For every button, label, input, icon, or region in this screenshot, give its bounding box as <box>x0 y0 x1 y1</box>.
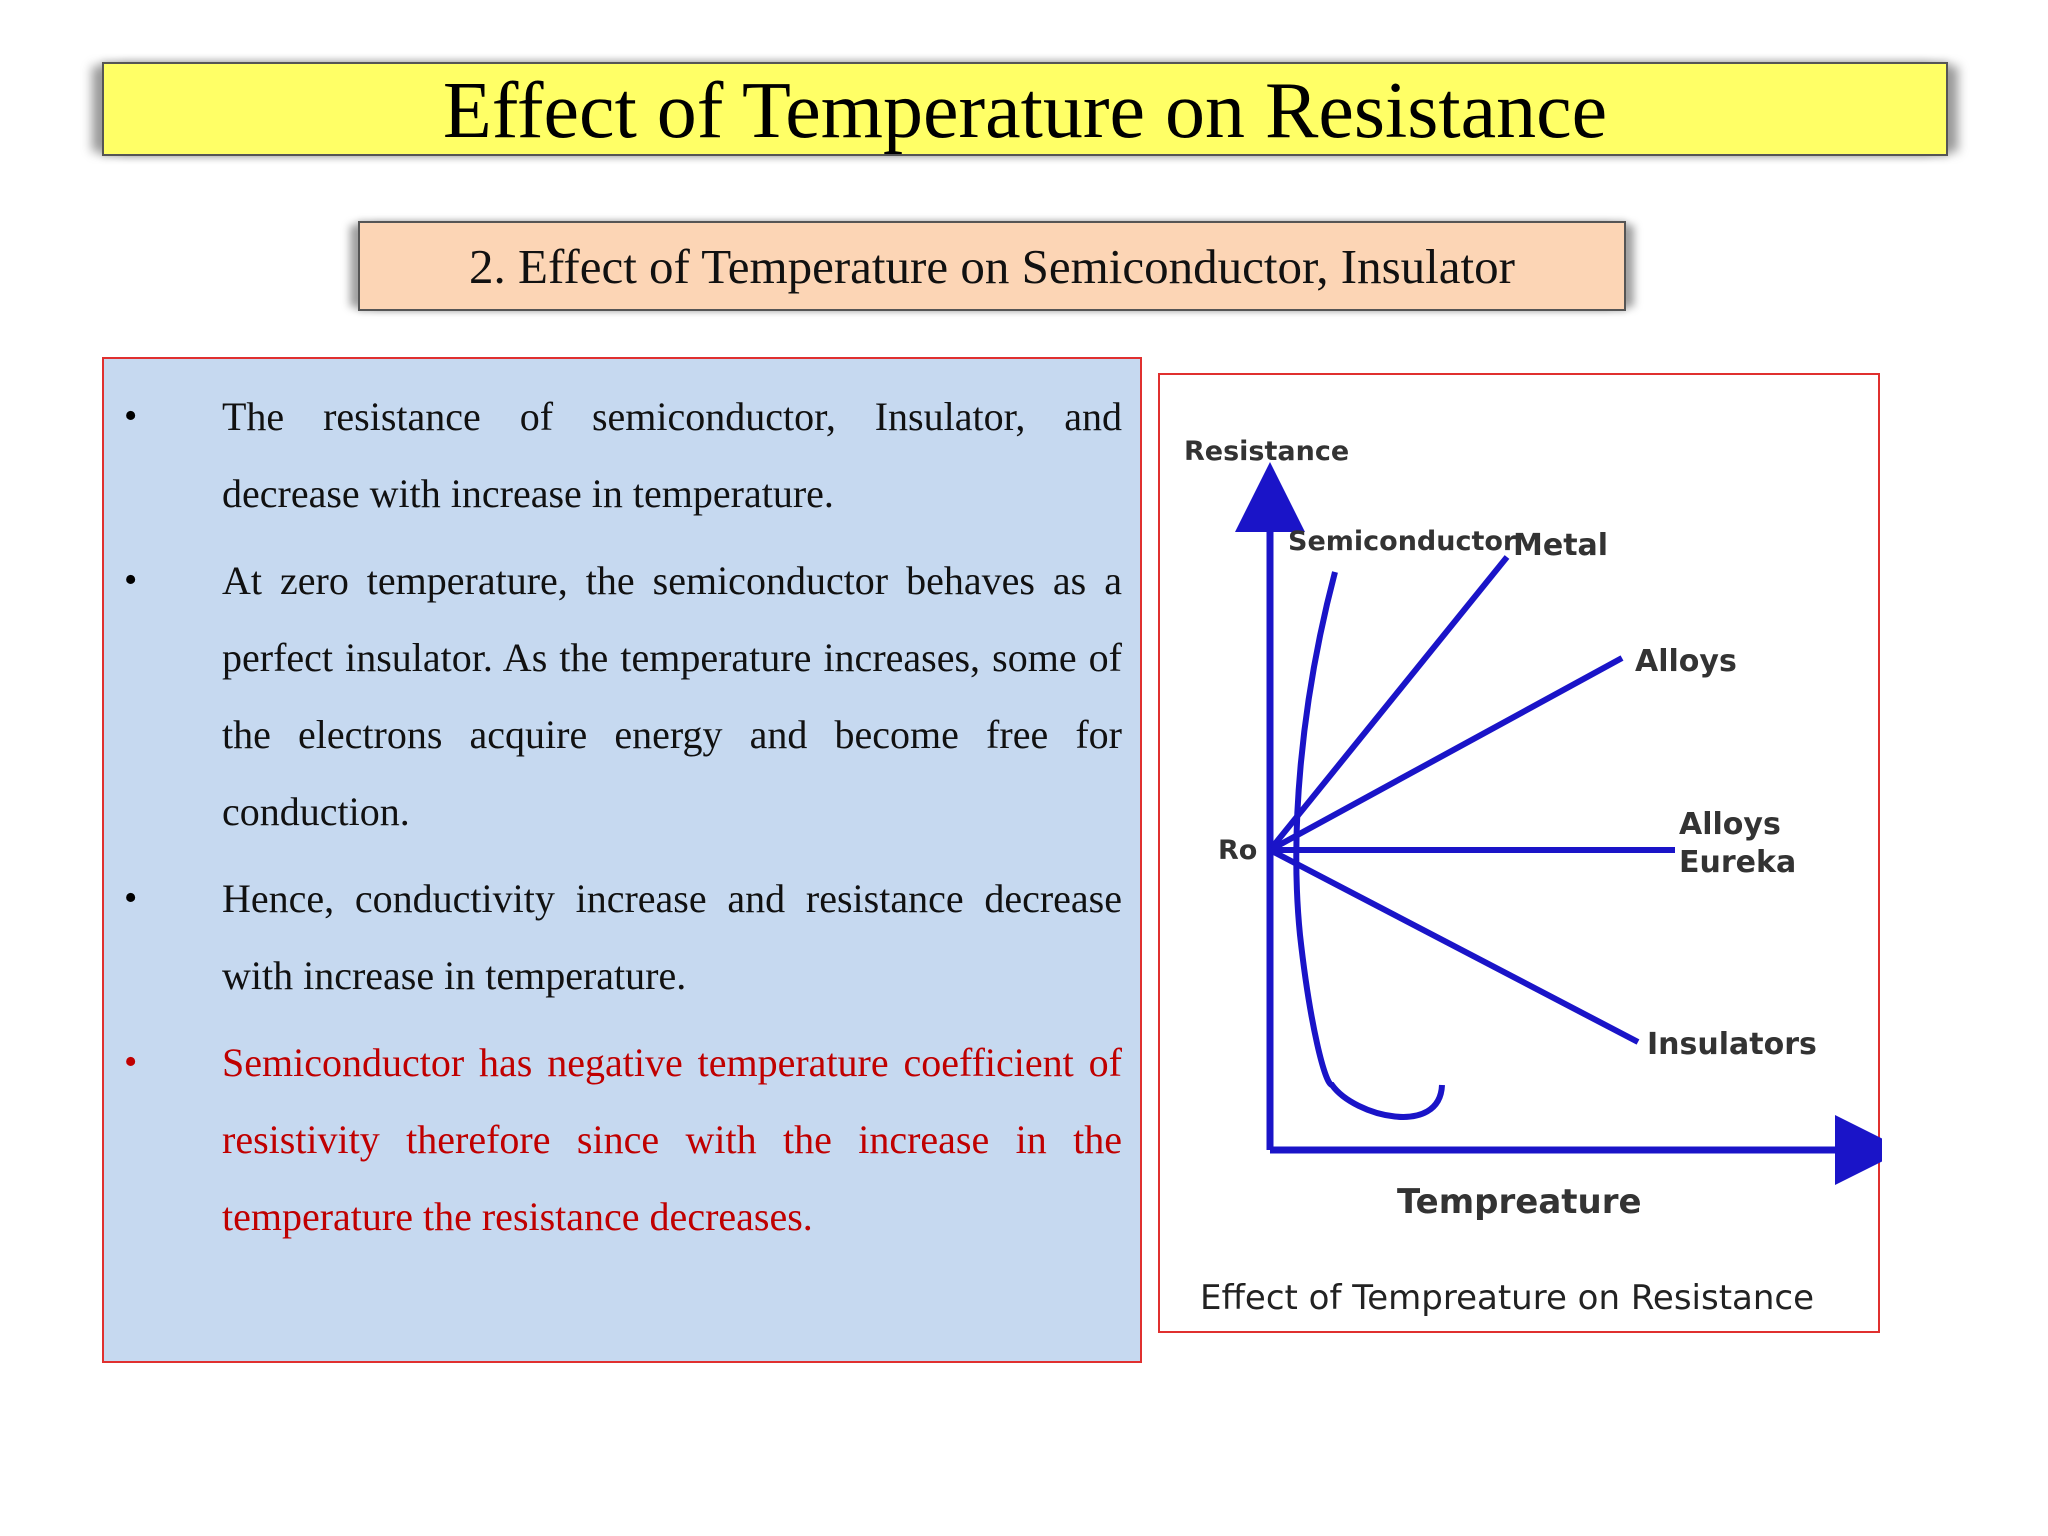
alloys-eureka-label-line1: Alloys <box>1679 807 1781 842</box>
bullet-text: Hence, conductivity increase and resista… <box>222 876 1122 998</box>
resistance-temperature-figure: Resistance Semiconductor Metal Alloys Ro… <box>1158 373 1882 1333</box>
semiconductor-curve <box>1293 571 1445 1120</box>
bullet-text: The resistance of semiconductor, Insulat… <box>222 394 1122 516</box>
alloys-eureka-label-line2: Eureka <box>1679 845 1796 880</box>
bullet-text: Semiconductor has negative temperature c… <box>222 1040 1122 1239</box>
metal-label: Metal <box>1513 528 1608 563</box>
bullet-text: At zero temperature, the semiconductor b… <box>222 558 1122 834</box>
bullet-marker: • <box>124 559 138 601</box>
insulators-label: Insulators <box>1647 1027 1817 1062</box>
bullet-marker: • <box>124 877 138 919</box>
metal-line <box>1267 555 1510 852</box>
resistance-temperature-diagram: Resistance Semiconductor Metal Alloys Ro… <box>1184 436 1882 1318</box>
slide-title-banner: Effect of Temperature on Resistance <box>102 62 1948 156</box>
bullet-text-panel: • The resistance of semiconductor, Insul… <box>102 357 1142 1363</box>
slide-title: Effect of Temperature on Resistance <box>442 67 1608 155</box>
alloys-line <box>1268 655 1624 853</box>
slide-subtitle-banner: 2. Effect of Temperature on Semiconducto… <box>358 221 1626 311</box>
figure-caption: Effect of Tempreature on Resistance <box>1200 1278 1814 1318</box>
slide-subtitle: 2. Effect of Temperature on Semiconducto… <box>469 238 1515 294</box>
insulators-line <box>1268 847 1640 1045</box>
y-axis-label: Resistance <box>1184 436 1349 467</box>
bullet-marker: • <box>124 395 138 437</box>
bullet-marker: • <box>124 1041 138 1083</box>
x-axis-label: Tempreature <box>1397 1182 1642 1222</box>
origin-label: Ro <box>1218 835 1257 866</box>
alloys-label: Alloys <box>1635 644 1737 679</box>
semiconductor-label: Semiconductor <box>1288 526 1517 557</box>
